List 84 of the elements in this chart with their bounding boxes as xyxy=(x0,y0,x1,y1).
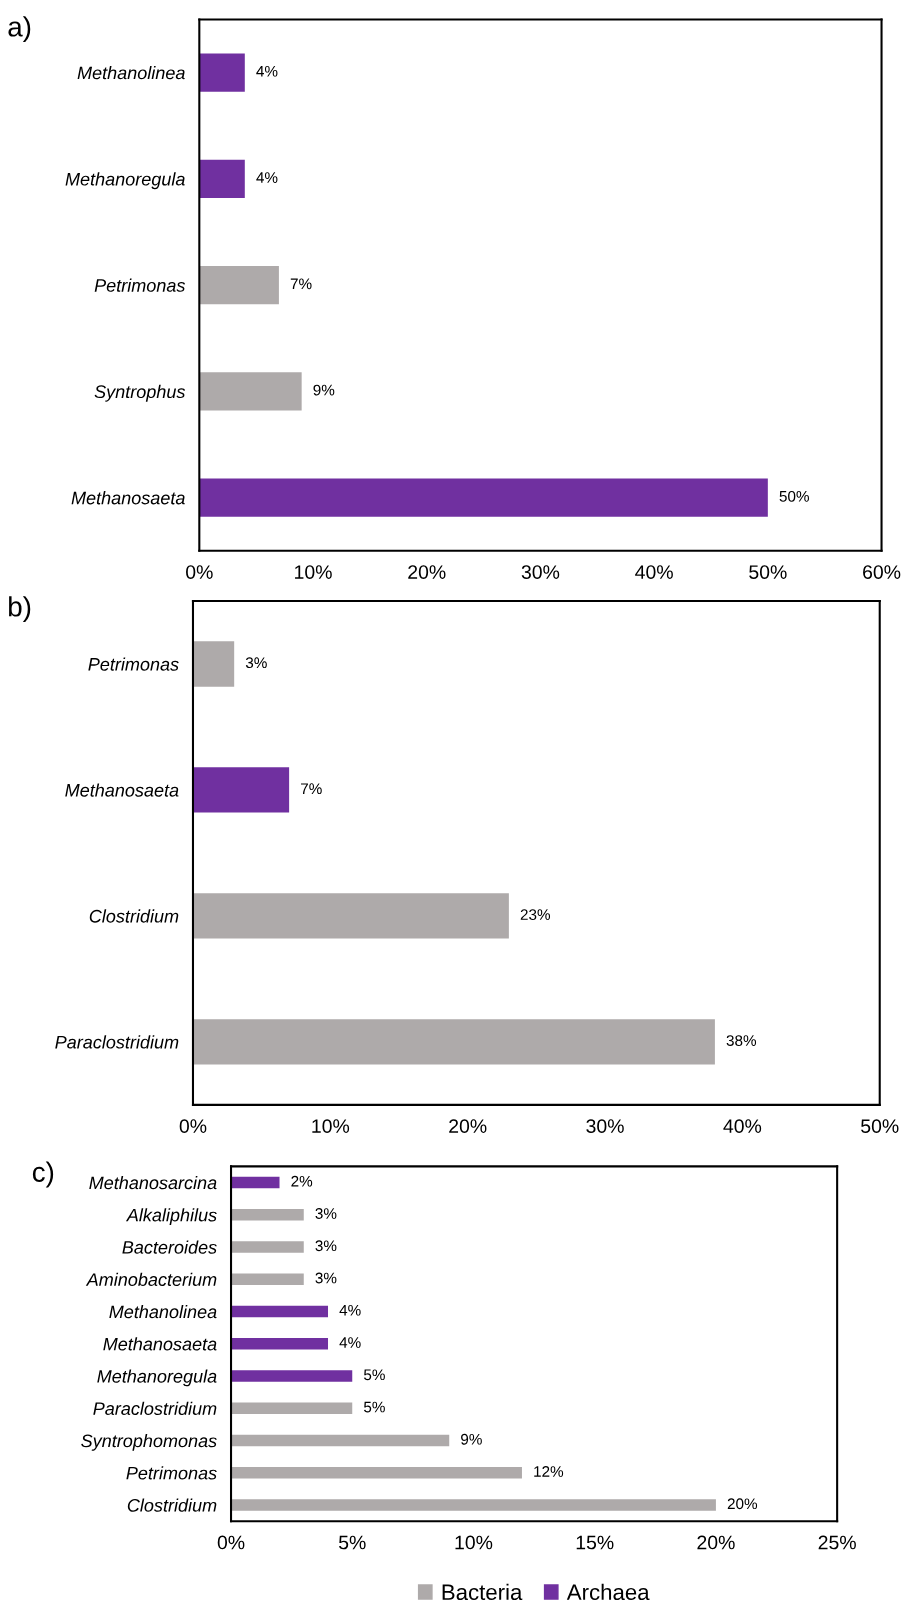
chart-title: a) xyxy=(8,16,31,43)
legend-label: Bacteria xyxy=(442,1583,523,1601)
bar xyxy=(231,1434,450,1447)
data-label: 5% xyxy=(363,1369,385,1381)
data-label: 3% xyxy=(315,1272,337,1284)
data-label: 38% xyxy=(726,1035,757,1046)
y-tick-label: Methanosarcina xyxy=(89,1175,217,1190)
data-label: 9% xyxy=(461,1433,482,1445)
bar xyxy=(199,372,302,411)
y-tick-label: Petrimonas xyxy=(126,1466,217,1480)
y-tick-label: Petrimonas xyxy=(88,657,179,671)
y-tick-label: Clostridium xyxy=(89,909,179,923)
bar xyxy=(231,1499,716,1511)
bar xyxy=(231,1467,522,1479)
y-tick-label: Clostridium xyxy=(127,1498,217,1512)
bar xyxy=(199,53,245,92)
bar xyxy=(231,1241,304,1253)
x-tick-label: 30% xyxy=(586,1119,624,1134)
data-label: 5% xyxy=(363,1401,385,1413)
y-tick-label: Methanolinea xyxy=(109,1304,217,1319)
bar xyxy=(192,641,235,687)
x-tick-label: 50% xyxy=(861,1119,899,1134)
data-label: 4% xyxy=(339,1337,361,1348)
x-tick-label: 10% xyxy=(455,1535,493,1550)
bar xyxy=(192,893,509,939)
y-tick-label: Syntrophomonas xyxy=(81,1434,217,1451)
bar xyxy=(192,1019,715,1065)
y-tick-label: Methanosaeta xyxy=(71,491,185,505)
data-label: 3% xyxy=(315,1208,337,1219)
y-tick-label: Aminobacterium xyxy=(85,1272,217,1286)
x-tick-label: 0% xyxy=(179,1119,207,1134)
x-tick-label: 25% xyxy=(818,1535,856,1550)
data-label: 50% xyxy=(779,490,809,502)
data-label: 4% xyxy=(256,65,278,77)
x-tick-label: 20% xyxy=(449,1119,487,1134)
y-tick-label: Paraclostridium xyxy=(93,1401,217,1416)
bar xyxy=(231,1337,329,1350)
x-tick-label: 0% xyxy=(186,565,213,579)
x-tick-label: 40% xyxy=(723,1119,762,1134)
y-tick-label: Methanoregula xyxy=(65,172,185,190)
x-tick-label: 15% xyxy=(576,1535,614,1550)
data-label: 23% xyxy=(520,909,551,921)
bar xyxy=(192,767,290,813)
data-label: 20% xyxy=(727,1498,758,1510)
data-label: 3% xyxy=(245,657,267,669)
y-tick-label: Petrimonas xyxy=(94,278,186,292)
legend-label: Archaea xyxy=(566,1583,650,1601)
y-tick-label: Bacteroides xyxy=(122,1240,217,1254)
x-tick-label: 0% xyxy=(217,1535,245,1550)
chart-title: b) xyxy=(9,596,31,623)
y-tick-label: Paraclostridium xyxy=(55,1035,179,1049)
y-tick-label: Methanosaeta xyxy=(65,783,179,797)
bar xyxy=(231,1176,280,1189)
data-label: 9% xyxy=(313,384,335,396)
x-tick-label: 20% xyxy=(697,1535,735,1550)
bar xyxy=(199,478,768,517)
x-tick-label: 60% xyxy=(863,565,901,579)
data-label: 4% xyxy=(256,172,278,183)
data-label: 12% xyxy=(534,1466,564,1477)
bar xyxy=(231,1305,329,1318)
bar xyxy=(231,1402,353,1415)
data-label: 7% xyxy=(290,278,312,290)
bar xyxy=(231,1208,304,1221)
x-tick-label: 50% xyxy=(749,565,787,579)
data-label: 7% xyxy=(301,783,322,794)
y-tick-label: Methanosaeta xyxy=(103,1337,217,1351)
x-tick-label: 10% xyxy=(312,1119,350,1134)
bar xyxy=(231,1370,353,1382)
bar xyxy=(199,159,245,198)
data-label: 4% xyxy=(339,1304,361,1316)
data-label: 3% xyxy=(315,1240,337,1252)
y-tick-label: Methanoregula xyxy=(97,1369,217,1387)
y-tick-label: Alkaliphilus xyxy=(125,1208,217,1226)
y-tick-label: Syntrophus xyxy=(94,384,186,402)
chart-title: c) xyxy=(32,1161,54,1188)
x-tick-label: 20% xyxy=(408,565,446,579)
bar xyxy=(199,265,279,305)
bar xyxy=(231,1273,304,1286)
data-label: 2% xyxy=(291,1175,313,1187)
x-tick-label: 30% xyxy=(521,565,560,579)
y-tick-label: Methanolinea xyxy=(77,66,185,80)
x-tick-label: 40% xyxy=(635,565,673,579)
x-tick-label: 5% xyxy=(338,1535,366,1550)
x-tick-label: 10% xyxy=(295,565,332,579)
